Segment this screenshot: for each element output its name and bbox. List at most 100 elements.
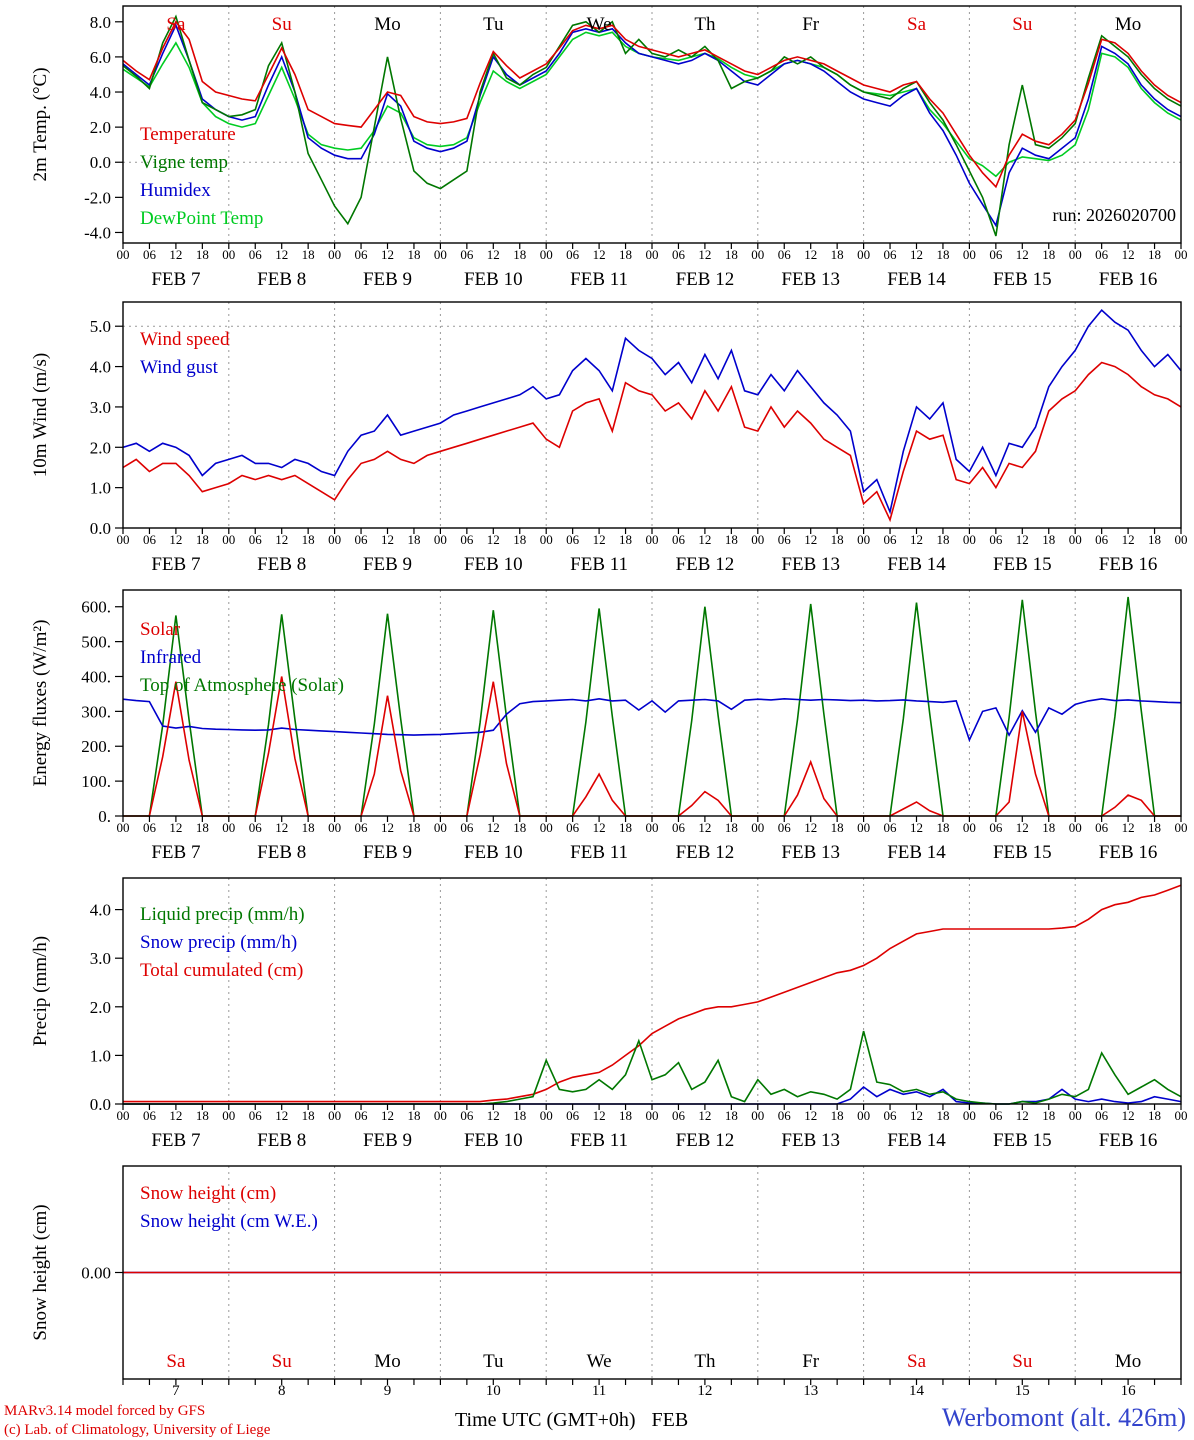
- hour-label: 06: [143, 820, 157, 835]
- hour-label: 06: [566, 532, 580, 547]
- hour-label: 00: [1175, 820, 1188, 835]
- hour-label: 00: [540, 247, 553, 262]
- hour-label: 06: [143, 532, 157, 547]
- hour-label: 12: [487, 532, 500, 547]
- hour-label: 18: [513, 820, 526, 835]
- panel-precip: 0.0 1.0 2.0 3.0 4.0 Precip (mm/h) 00 06 12 18 00 06…: [30, 877, 1188, 1151]
- weekday-label: Sa: [907, 14, 927, 35]
- hour-label: 18: [725, 1108, 738, 1123]
- hour-label: 06: [143, 1108, 157, 1123]
- hour-label: 12: [275, 1108, 288, 1123]
- hour-label: 12: [593, 532, 606, 547]
- hour-label: 00: [328, 247, 341, 262]
- weekday-label: Su: [1012, 1351, 1033, 1372]
- legend-infrared: Infrared: [140, 647, 202, 668]
- hour-label: 00: [434, 820, 447, 835]
- weekday-label: Mo: [1115, 14, 1141, 35]
- hour-label: 12: [1016, 532, 1029, 547]
- hour-label: 06: [884, 247, 898, 262]
- credit-line-2: (c) Lab. of Climatology, University of L…: [4, 1421, 271, 1438]
- y-tick-label: -4.0: [84, 223, 111, 242]
- weekday-label: Su: [272, 14, 293, 35]
- date-label: FEB 9: [363, 554, 412, 575]
- hour-label: 00: [1175, 1108, 1188, 1123]
- hour-label: 12: [487, 820, 500, 835]
- hour-label: 00: [222, 820, 235, 835]
- hour-label: 06: [672, 247, 686, 262]
- hour-label: 12: [487, 247, 500, 262]
- hour-label: 18: [1042, 820, 1055, 835]
- date-label: FEB 7: [151, 269, 200, 290]
- hour-label: 00: [963, 1108, 976, 1123]
- date-label: FEB 13: [781, 554, 840, 575]
- hour-label: 06: [672, 1108, 686, 1123]
- y-tick-label: 600.: [81, 598, 111, 617]
- hour-label: 12: [1016, 1108, 1029, 1123]
- hour-label: 18: [831, 820, 844, 835]
- date-label: FEB 9: [363, 842, 412, 863]
- hour-label: 12: [275, 247, 288, 262]
- hour-label: 00: [328, 820, 341, 835]
- hour-label: 00: [857, 532, 870, 547]
- day-number: 11: [592, 1383, 606, 1399]
- date-label: FEB 13: [781, 269, 840, 290]
- legend-vigne-temp: Vigne temp: [140, 152, 228, 173]
- hour-label: 18: [1042, 1108, 1055, 1123]
- hour-label: 06: [884, 820, 898, 835]
- hour-label: 18: [1148, 820, 1161, 835]
- panel-wind: 0.0 1.0 2.0 3.0 4.0 5.0 10m Wind (m/s) 00 06 12 18…: [30, 301, 1188, 575]
- legend-humidex: Humidex: [140, 180, 211, 201]
- hour-label: 12: [1122, 1108, 1135, 1123]
- day-number: 15: [1015, 1383, 1030, 1399]
- hour-label: 06: [566, 247, 580, 262]
- hour-label: 00: [540, 1108, 553, 1123]
- date-label: FEB 11: [570, 554, 628, 575]
- weekday-label: Sa: [907, 1351, 927, 1372]
- hour-label: 00: [751, 1108, 764, 1123]
- hour-label: 18: [725, 820, 738, 835]
- hour-label: 06: [884, 532, 898, 547]
- hour-label: 06: [566, 820, 580, 835]
- hour-label: 12: [593, 1108, 606, 1123]
- hour-label: 06: [460, 247, 474, 262]
- hour-label: 18: [513, 247, 526, 262]
- hour-label: 18: [407, 532, 420, 547]
- hour-label: 06: [355, 820, 369, 835]
- hour-label: 18: [302, 532, 315, 547]
- weekday-label: Mo: [374, 1351, 400, 1372]
- date-label: FEB 13: [781, 1130, 840, 1151]
- hour-label: 12: [910, 247, 923, 262]
- hour-label: 18: [831, 247, 844, 262]
- y-tick-label: 2.0: [90, 438, 111, 457]
- hour-label: 06: [1095, 820, 1109, 835]
- date-label: FEB 12: [676, 269, 735, 290]
- panel-temperature: -4.0 -2.0 0.0 2.0 4.0 6.0 8.0 2m Temp. (°C) 00 06…: [30, 5, 1188, 290]
- run-label: run: 2026020700: [1053, 205, 1177, 225]
- hour-label: 18: [1148, 1108, 1161, 1123]
- date-label: FEB 10: [464, 269, 523, 290]
- hour-label: 00: [963, 247, 976, 262]
- legend-total-cumulated-cm: Total cumulated (cm): [140, 960, 303, 981]
- weekday-label: We: [587, 1351, 612, 1372]
- y-tick-label: 500.: [81, 633, 111, 652]
- hour-label: 18: [1148, 247, 1161, 262]
- weekday-label: Sa: [166, 1351, 186, 1372]
- hour-label: 12: [1016, 247, 1029, 262]
- y-tick-label: 2.0: [90, 998, 111, 1017]
- hour-label: 12: [275, 532, 288, 547]
- hour-label: 12: [804, 532, 817, 547]
- hour-label: 12: [910, 1108, 923, 1123]
- hour-label: 06: [1095, 1108, 1109, 1123]
- y-tick-label: 0.0: [90, 519, 111, 538]
- hour-label: 18: [407, 247, 420, 262]
- hour-label: 12: [698, 247, 711, 262]
- date-label: FEB 15: [993, 269, 1052, 290]
- hour-label: 12: [698, 532, 711, 547]
- humidex-line: [122, 23, 1182, 228]
- hour-label: 18: [936, 1108, 949, 1123]
- hour-label: 12: [910, 820, 923, 835]
- hour-label: 18: [936, 820, 949, 835]
- y-axis-title: 2m Temp. (°C): [30, 67, 51, 181]
- date-label: FEB 8: [257, 842, 306, 863]
- hour-label: 12: [169, 1108, 182, 1123]
